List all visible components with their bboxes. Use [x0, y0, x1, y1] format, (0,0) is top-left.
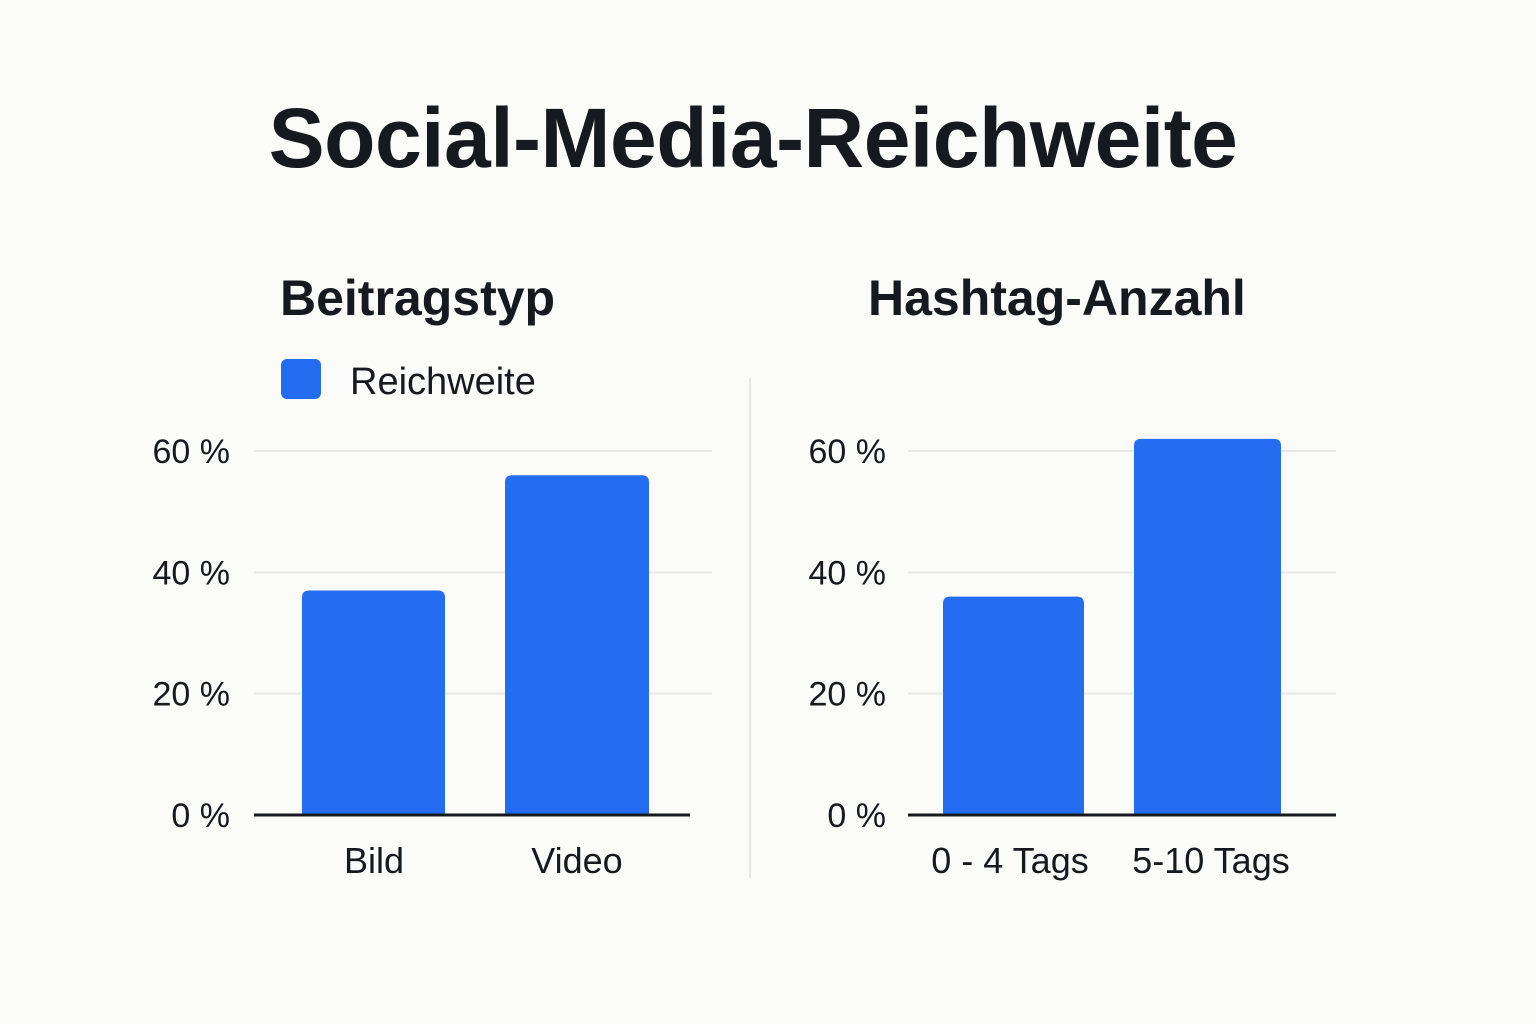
bar-bild: [302, 590, 445, 815]
y-tick-label: 20 %: [809, 676, 887, 714]
legend-label: Reichweite: [350, 361, 536, 403]
y-tick-label: 0 %: [827, 797, 886, 835]
legend-swatch: [281, 359, 321, 399]
bar-5-10-tags: [1134, 438, 1281, 815]
y-tick-label: 20 %: [153, 676, 231, 714]
x-tick-label: 0 - 4 Tags: [931, 840, 1088, 881]
chart-title: Hashtag-Anzahl: [868, 270, 1246, 326]
y-tick-label: 40 %: [809, 554, 887, 592]
hashtag-anzahl-chart: Hashtag-Anzahl 0 % 20 % 40 % 60 % 0 - 4 Tags 5…: [809, 270, 1336, 881]
y-tick-label: 0 %: [171, 797, 230, 835]
beitragstyp-chart: Beitragstyp Reichweite 0 % 20 % 40 % 60 % Bild…: [153, 270, 712, 881]
chart-title: Beitragstyp: [280, 270, 555, 326]
x-tick-label: Video: [531, 840, 622, 881]
bar-0-4-tags: [943, 596, 1084, 815]
bar-video: [505, 475, 649, 815]
y-tick-label: 60 %: [153, 433, 231, 471]
page-title: Social-Media-Reichweite: [268, 91, 1238, 185]
x-tick-label: 5-10 Tags: [1132, 840, 1289, 881]
y-tick-label: 60 %: [809, 433, 887, 471]
y-tick-label: 40 %: [153, 554, 231, 592]
x-tick-label: Bild: [344, 840, 404, 881]
